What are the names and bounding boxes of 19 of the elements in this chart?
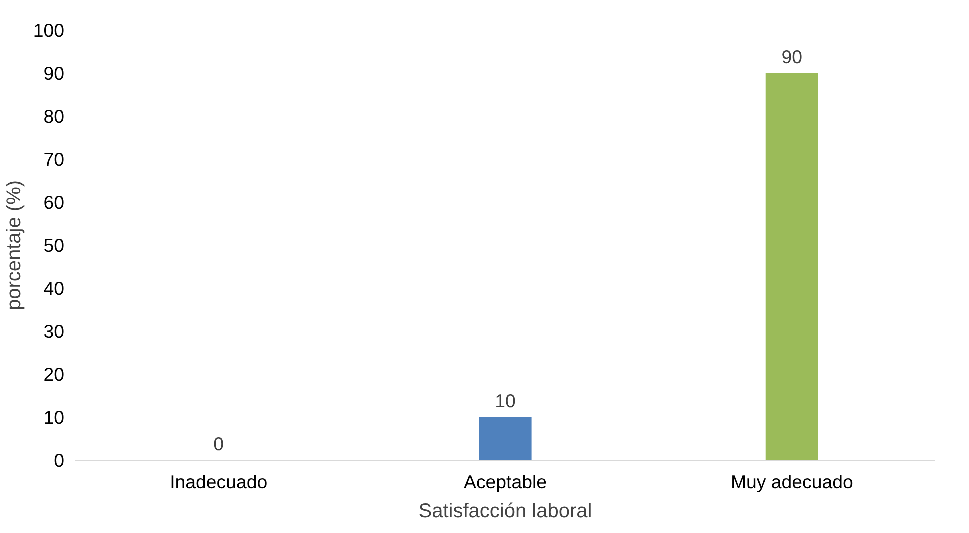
y-tick-label: 60 xyxy=(44,192,65,213)
y-tick-label: 50 xyxy=(44,235,65,256)
y-tick-label: 10 xyxy=(44,407,65,428)
x-tick-label: Muy adecuado xyxy=(730,472,854,492)
y-tick-label: 90 xyxy=(44,63,65,84)
x-tick-label: Aceptable xyxy=(464,472,547,492)
y-tick-label: 20 xyxy=(44,364,65,385)
data-label: 0 xyxy=(214,434,224,454)
y-tick-label: 80 xyxy=(44,106,65,127)
x-axis-title: Satisfacción laboral xyxy=(418,500,592,522)
data-label: 90 xyxy=(782,46,803,68)
y-tick-label: 30 xyxy=(44,321,65,342)
y-tick-label: 70 xyxy=(44,149,65,170)
y-tick-label: 100 xyxy=(33,20,65,41)
y-tick-label: 40 xyxy=(44,278,65,299)
y-tick-label: 0 xyxy=(54,450,65,471)
x-tick-label: Inadecuado xyxy=(170,472,268,492)
y-axis-title: porcentaje (%) xyxy=(3,180,26,311)
data-label: 10 xyxy=(495,390,516,412)
